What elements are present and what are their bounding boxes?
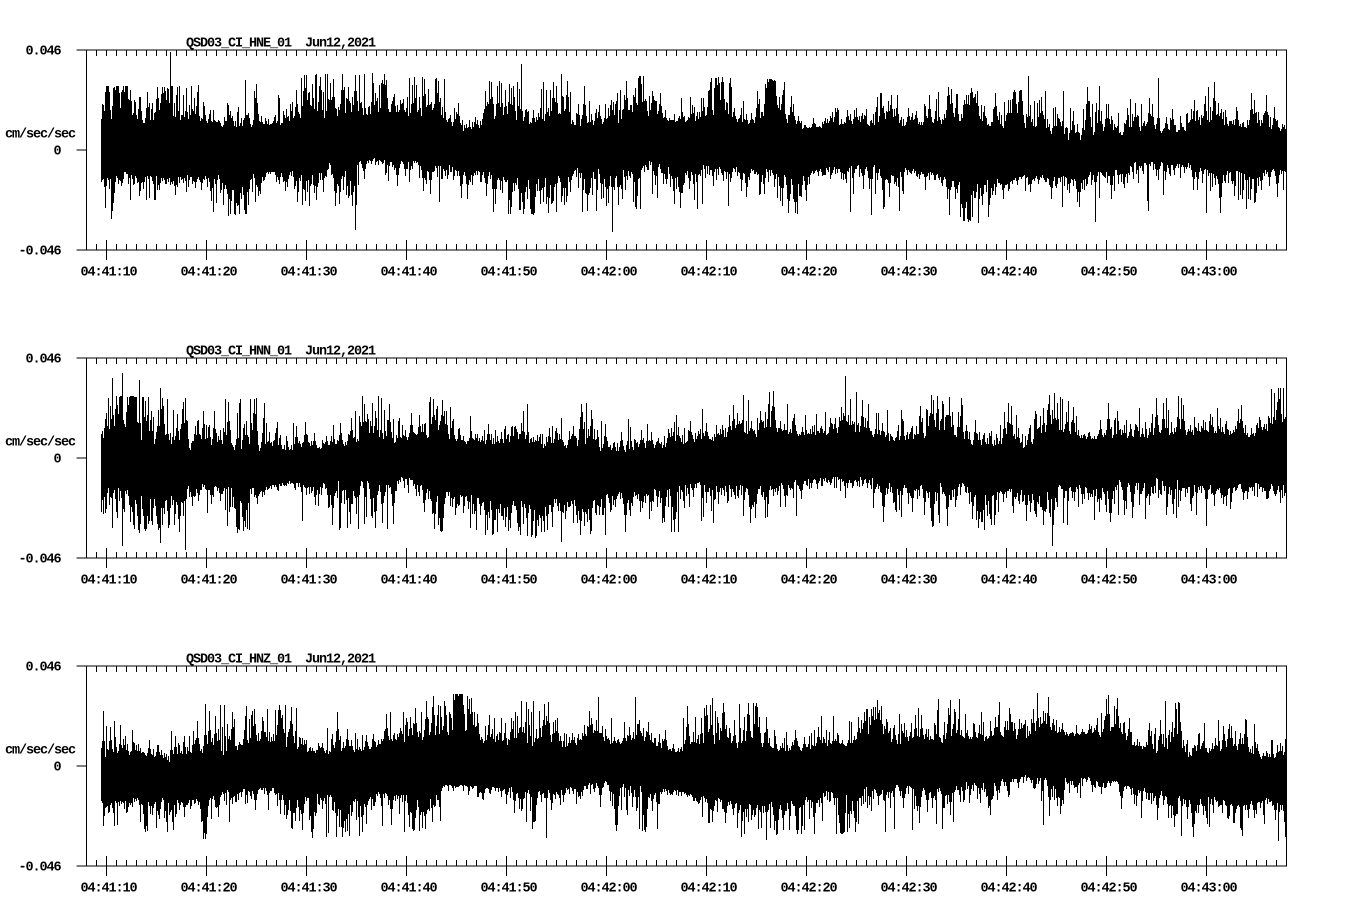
svg-text:04:41:20: 04:41:20 (181, 574, 238, 589)
svg-text:04:42:30: 04:42:30 (881, 266, 938, 281)
svg-text:04:41:20: 04:41:20 (181, 266, 238, 281)
svg-text:04:42:40: 04:42:40 (981, 266, 1038, 281)
svg-text:04:42:00: 04:42:00 (581, 882, 638, 897)
svg-text:04:42:20: 04:42:20 (781, 574, 838, 589)
svg-text:04:43:00: 04:43:00 (1181, 882, 1238, 897)
svg-text:-0.046: -0.046 (19, 245, 62, 260)
svg-text:04:42:00: 04:42:00 (581, 574, 638, 589)
svg-text:04:41:50: 04:41:50 (481, 266, 538, 281)
svg-text:0.046: 0.046 (26, 353, 62, 368)
svg-text:04:41:40: 04:41:40 (381, 574, 438, 589)
svg-text:04:41:40: 04:41:40 (381, 882, 438, 897)
svg-text:04:42:10: 04:42:10 (681, 574, 738, 589)
svg-text:cm/sec/sec: cm/sec/sec (5, 127, 76, 142)
svg-text:0: 0 (54, 453, 62, 468)
svg-text:04:41:30: 04:41:30 (281, 266, 338, 281)
svg-text:04:41:20: 04:41:20 (181, 882, 238, 897)
svg-text:04:42:20: 04:42:20 (781, 882, 838, 897)
svg-text:QSD03_CI_HNE_01 Jun12,2021: QSD03_CI_HNE_01 Jun12,2021 (186, 37, 376, 52)
svg-text:04:41:10: 04:41:10 (81, 882, 138, 897)
svg-text:04:41:40: 04:41:40 (381, 266, 438, 281)
svg-text:04:43:00: 04:43:00 (1181, 574, 1238, 589)
svg-text:QSD03_CI_HNN_01 Jun12,2021: QSD03_CI_HNN_01 Jun12,2021 (186, 345, 376, 360)
svg-text:04:41:30: 04:41:30 (281, 882, 338, 897)
svg-text:-0.046: -0.046 (19, 553, 62, 568)
svg-text:04:42:40: 04:42:40 (981, 882, 1038, 897)
svg-text:04:42:50: 04:42:50 (1081, 574, 1138, 589)
svg-text:04:41:10: 04:41:10 (81, 574, 138, 589)
svg-text:04:42:10: 04:42:10 (681, 266, 738, 281)
svg-text:04:42:50: 04:42:50 (1081, 266, 1138, 281)
svg-text:cm/sec/sec: cm/sec/sec (5, 435, 76, 450)
svg-text:-0.046: -0.046 (19, 861, 62, 876)
svg-text:04:42:20: 04:42:20 (781, 266, 838, 281)
svg-text:04:41:50: 04:41:50 (481, 574, 538, 589)
svg-text:04:42:40: 04:42:40 (981, 574, 1038, 589)
svg-text:QSD03_CI_HNZ_01 Jun12,2021: QSD03_CI_HNZ_01 Jun12,2021 (186, 653, 376, 668)
svg-text:04:41:30: 04:41:30 (281, 574, 338, 589)
svg-text:0.046: 0.046 (26, 45, 62, 60)
svg-text:0.046: 0.046 (26, 661, 62, 676)
svg-text:04:42:50: 04:42:50 (1081, 882, 1138, 897)
svg-text:04:41:10: 04:41:10 (81, 266, 138, 281)
svg-text:04:42:00: 04:42:00 (581, 266, 638, 281)
svg-text:04:42:30: 04:42:30 (881, 882, 938, 897)
svg-text:04:41:50: 04:41:50 (481, 882, 538, 897)
svg-text:0: 0 (54, 145, 62, 160)
svg-text:04:42:10: 04:42:10 (681, 882, 738, 897)
svg-text:04:42:30: 04:42:30 (881, 574, 938, 589)
svg-text:04:43:00: 04:43:00 (1181, 266, 1238, 281)
svg-text:cm/sec/sec: cm/sec/sec (5, 743, 76, 758)
svg-text:0: 0 (54, 761, 62, 776)
